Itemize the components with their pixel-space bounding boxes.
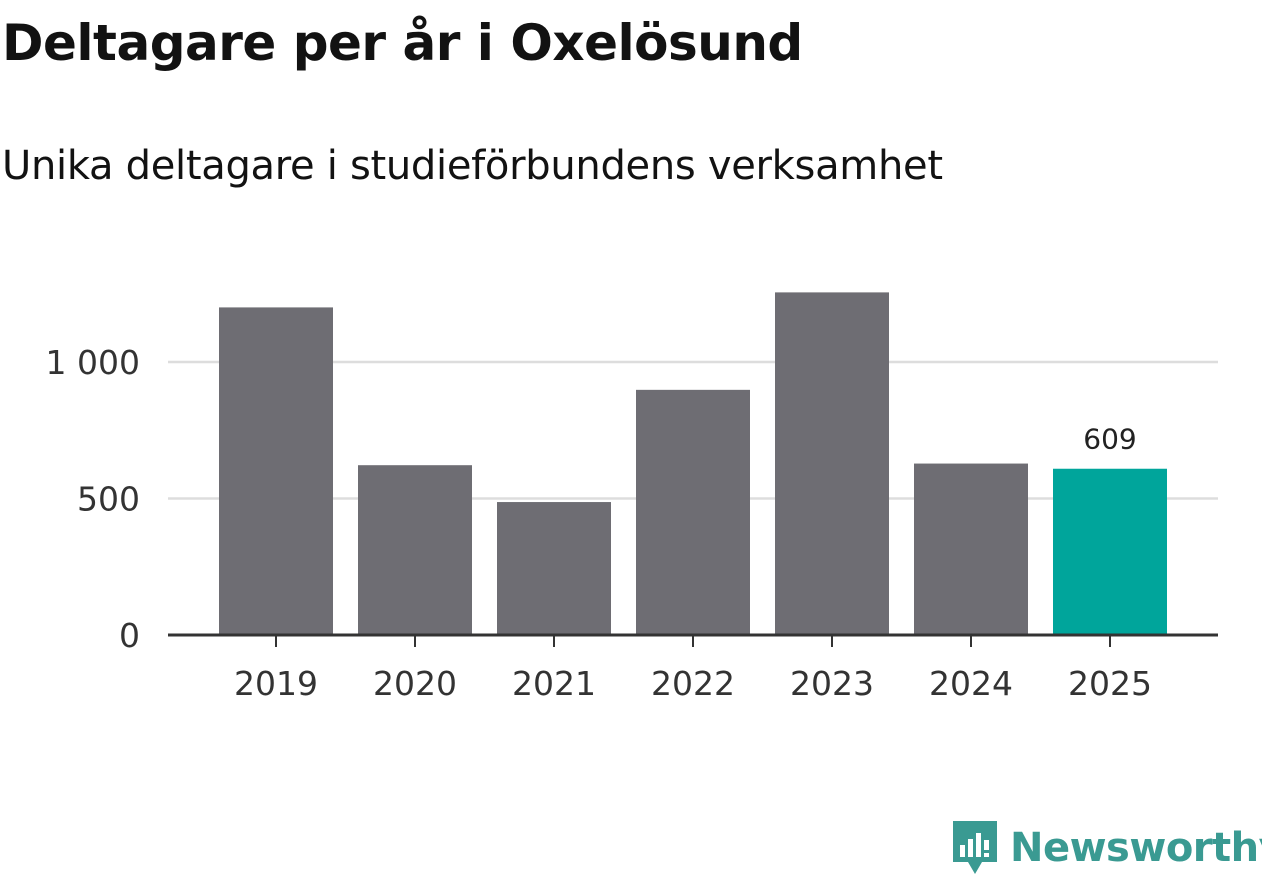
y-tick-label: 1 000 <box>46 343 140 382</box>
x-tick-label: 2019 <box>234 664 318 703</box>
bars <box>219 292 1167 635</box>
logo-text: Newsworthy <box>1010 825 1262 871</box>
chart-title: Deltagare per år i Oxelösund <box>2 14 803 72</box>
x-tick-label: 2022 <box>651 664 735 703</box>
x-tick-label: 2024 <box>929 664 1013 703</box>
bar-2019 <box>219 307 333 635</box>
x-tick-label: 2025 <box>1068 664 1152 703</box>
bar-2023 <box>775 292 889 635</box>
bar-2024 <box>914 463 1028 635</box>
bar-2020 <box>358 465 472 635</box>
x-tick-label: 2020 <box>373 664 457 703</box>
axes <box>168 633 1218 647</box>
y-tick-label: 500 <box>77 480 140 519</box>
bar-2021 <box>497 502 611 635</box>
bar-2025 <box>1053 468 1167 635</box>
x-tick-label: 2023 <box>790 664 874 703</box>
data-label-2025: 609 <box>1083 423 1136 456</box>
bar-2022 <box>636 389 750 635</box>
newsworthy-logo: Newsworthy <box>950 818 1262 878</box>
labels: 0 500 1 000 2019 2020 2021 2022 2023 2024 2025 609 <box>46 343 1152 703</box>
y-tick-label: 0 <box>119 616 140 655</box>
x-tick-label: 2021 <box>512 664 596 703</box>
newsworthy-chart-bubble-icon <box>953 821 997 874</box>
chart-subtitle: Unika deltagare i studieförbundens verks… <box>2 143 943 189</box>
